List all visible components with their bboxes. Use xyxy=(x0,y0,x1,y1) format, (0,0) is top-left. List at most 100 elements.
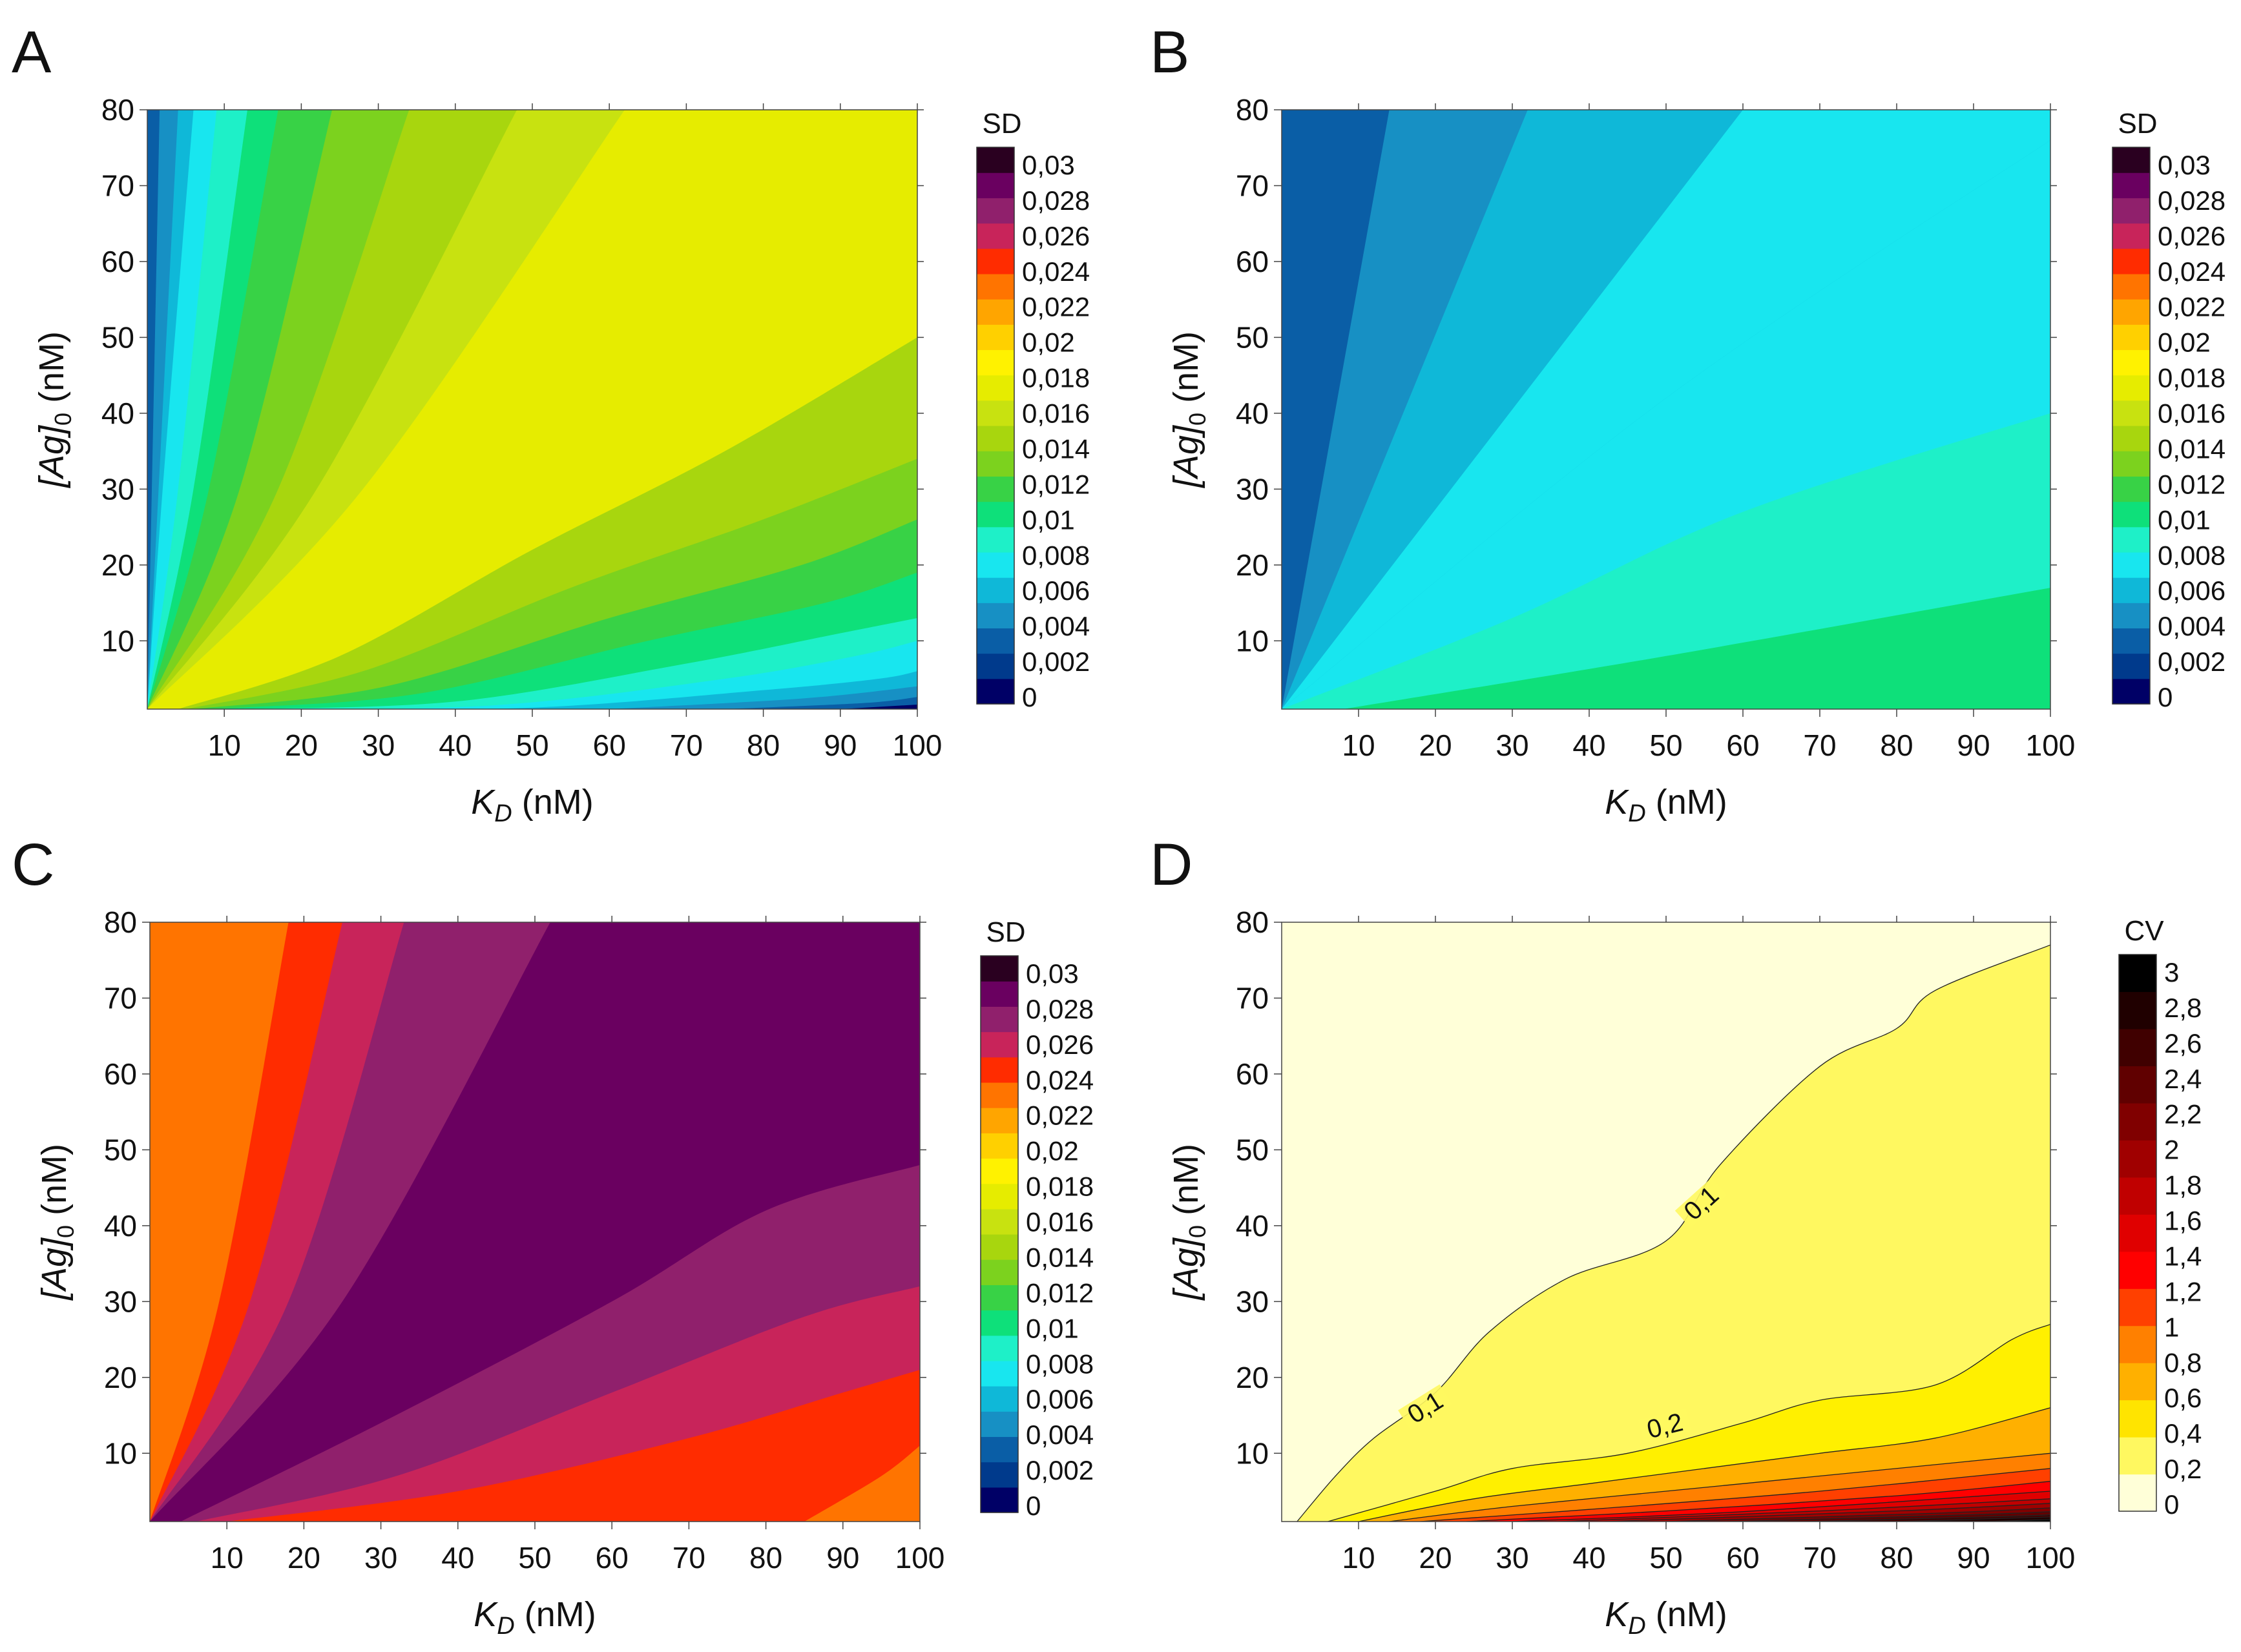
colorbar-tick-label: 0,018 xyxy=(2158,363,2225,393)
y-tick-label: 60 xyxy=(101,245,134,278)
x-tick-label: 50 xyxy=(1649,728,1682,762)
cv-contour-line xyxy=(1358,1407,2050,1522)
colorbar-segment xyxy=(981,1386,1018,1412)
colorbar-tick-label: 0,028 xyxy=(1022,185,1090,216)
colorbar-tick-label: 0,004 xyxy=(1022,611,1090,641)
x-axis-unit: (nM) xyxy=(1646,1595,1727,1634)
colorbar-tick-label: 1,6 xyxy=(2164,1206,2202,1236)
contour-label-backdrop xyxy=(1398,1384,1452,1430)
y-tick-label: 80 xyxy=(101,93,134,127)
y-tick-label: 60 xyxy=(1236,1057,1269,1091)
y-tick-label: 50 xyxy=(1236,320,1269,354)
y-axis-var: [Ag] xyxy=(1167,424,1205,489)
colorbar-segment xyxy=(2112,299,2150,325)
colorbar-segment xyxy=(2119,1399,2156,1438)
colorbar-segment xyxy=(977,400,1014,426)
colorbar-tick-label: 0,02 xyxy=(2158,327,2211,358)
colorbar-tick-label: 0,012 xyxy=(1026,1277,1094,1308)
heatmap-band xyxy=(804,1445,920,1522)
colorbar-tick-label: 0,012 xyxy=(2158,469,2225,499)
y-tick-label: 30 xyxy=(1236,472,1269,506)
cv-contour-line xyxy=(1727,1511,2050,1522)
colorbar-segment xyxy=(977,603,1014,629)
colorbar-frame xyxy=(976,147,1015,705)
plot-area xyxy=(1282,110,2050,709)
colorbar-segment xyxy=(977,248,1014,274)
panel-A: 10 20 30 40 50 60 70 80 90 100 10 20 30 40 50 60 70 80 KD … xyxy=(12,19,1090,827)
colorbar-tick-label: 0 xyxy=(1026,1491,1041,1521)
x-tick-label: 100 xyxy=(893,728,943,762)
colorbar-tick-label: 0,018 xyxy=(1022,363,1090,393)
x-tick-label: 90 xyxy=(824,728,857,762)
y-axis-var: [Ag] xyxy=(35,1237,74,1301)
colorbar-segment xyxy=(977,324,1014,351)
x-tick-label: 80 xyxy=(1880,728,1913,762)
colorbar-segment xyxy=(981,956,1018,982)
x-tick-label: 70 xyxy=(670,728,703,762)
colorbar-tick-label: 0,002 xyxy=(1026,1455,1094,1485)
colorbar-segment xyxy=(2119,1325,2156,1363)
y-tick-label: 30 xyxy=(101,472,134,506)
colorbar-segment xyxy=(2119,955,2156,993)
colorbar-segment xyxy=(2112,400,2150,426)
x-tick-label: 30 xyxy=(362,728,395,762)
y-tick-label: 20 xyxy=(104,1361,137,1394)
colorbar-segment xyxy=(2119,1363,2156,1401)
y-tick-label: 20 xyxy=(1236,1361,1269,1394)
y-tick-label: 80 xyxy=(1236,905,1269,939)
y-axis-label-text: [Ag]0 (nM) xyxy=(1167,1144,1211,1301)
colorbar-tick-label: 0,02 xyxy=(1026,1136,1079,1166)
x-axis-unit: (nM) xyxy=(512,783,594,821)
colorbar-tick-label: 0,018 xyxy=(1026,1172,1094,1202)
colorbar-segment xyxy=(977,147,1014,173)
colorbar-tick-label: 0,024 xyxy=(2158,256,2225,287)
x-tick-label: 70 xyxy=(1803,1541,1836,1575)
colorbar-segment xyxy=(2119,991,2156,1029)
colorbar-tick-label: 0,012 xyxy=(1022,469,1090,499)
x-tick-label: 80 xyxy=(749,1541,782,1575)
colorbar-segment xyxy=(2119,1474,2156,1512)
cv-contour-line xyxy=(1420,1468,2050,1522)
colorbar-segment xyxy=(2119,1177,2156,1215)
y-tick-label: 10 xyxy=(101,624,134,657)
y-tick-label: 10 xyxy=(104,1436,137,1470)
cv-contour-line xyxy=(1896,1516,2050,1522)
y-tick-label: 50 xyxy=(101,320,134,354)
cv-contour-region xyxy=(1297,945,2050,1522)
colorbar-tick-label: 0,016 xyxy=(2158,398,2225,429)
x-tick-label: 40 xyxy=(1572,1541,1605,1575)
panel-C: 10 20 30 40 50 60 70 80 90 100 10 20 30 40 50 60 70 80 KD … xyxy=(12,832,1094,1640)
x-tick-label: 40 xyxy=(441,1541,474,1575)
colorbar-segment xyxy=(977,552,1014,578)
colorbar-tick-label: 0,026 xyxy=(1026,1029,1094,1060)
colorbar-segment xyxy=(2112,147,2150,173)
y-tick-label: 80 xyxy=(104,905,137,939)
x-tick-label: 80 xyxy=(747,728,780,762)
colorbar-segment xyxy=(2112,324,2150,351)
colorbar-segment xyxy=(977,172,1014,198)
colorbar-tick-label: 1,2 xyxy=(2164,1276,2202,1306)
x-tick-label: 50 xyxy=(516,728,548,762)
colorbar-title: SD xyxy=(2118,108,2157,139)
x-tick-label: 10 xyxy=(1342,1541,1375,1575)
colorbar-tick-label: 0 xyxy=(2164,1489,2179,1520)
colorbar-segment xyxy=(981,1436,1018,1463)
panel-B: 10 20 30 40 50 60 70 80 90 100 10 20 30 40 50 60 70 80 KD … xyxy=(1150,19,2225,827)
colorbar-frame xyxy=(2112,147,2151,705)
colorbar-segment xyxy=(2119,1214,2156,1252)
colorbar-frame xyxy=(980,955,1019,1513)
heatmap-band xyxy=(1343,588,2050,709)
heatmap-band xyxy=(1282,110,2050,709)
x-axis-subscript: D xyxy=(497,1613,514,1640)
panel-D: 0,10,10,210 20 30 40 50 60 70 80 90 1001020304050… xyxy=(1150,832,2202,1640)
cv-contour-line xyxy=(1558,1498,2050,1522)
x-tick-label: 90 xyxy=(1957,728,1990,762)
colorbar-segment xyxy=(2112,603,2150,629)
colorbar-segment xyxy=(981,1057,1018,1083)
x-tick-label: 100 xyxy=(895,1541,945,1575)
y-tick-label: 40 xyxy=(1236,397,1269,430)
colorbar-segment xyxy=(2112,552,2150,578)
colorbar-tick-label: 0,026 xyxy=(1022,221,1090,251)
x-tick-label: 70 xyxy=(1803,728,1836,762)
colorbar-tick-label: 0,024 xyxy=(1026,1065,1094,1095)
